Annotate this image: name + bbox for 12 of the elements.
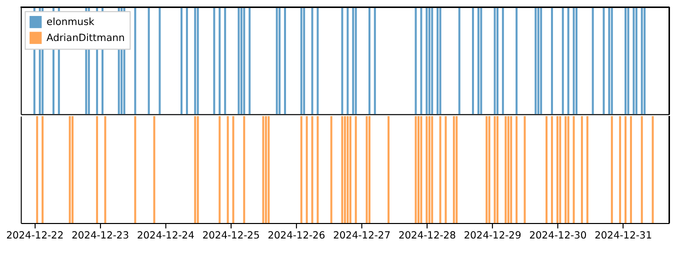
x-tick-label: 2024-12-31 [594, 230, 652, 242]
x-tick-label: 2024-12-28 [398, 230, 456, 242]
legend-label: elonmusk [46, 17, 95, 28]
x-tick-label: 2024-12-25 [202, 230, 260, 242]
legend-label: AdrianDittmann [46, 32, 125, 44]
x-tick-label: 2024-12-22 [6, 230, 64, 242]
x-tick-label: 2024-12-24 [136, 230, 194, 242]
x-tick-label: 2024-12-27 [333, 230, 390, 242]
x-tick-label: 2024-12-30 [529, 230, 587, 242]
x-tick-label: 2024-12-23 [72, 230, 129, 242]
x-tick-label: 2024-12-29 [464, 230, 522, 242]
x-tick-label: 2024-12-26 [268, 230, 326, 242]
